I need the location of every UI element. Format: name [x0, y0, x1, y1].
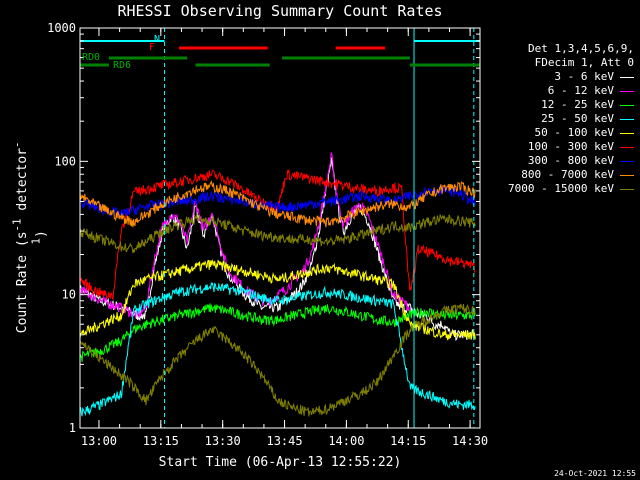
legend-label: 7000 - 15000 keV	[508, 182, 614, 195]
x-tick-label-0: 13:00	[81, 434, 117, 448]
axes-frame	[79, 27, 481, 429]
annotation-rd0: RD0	[82, 52, 101, 63]
legend: Det 1,3,4,5,6,9, FDecim 1, Att 0 3 - 6 k…	[508, 42, 634, 196]
legend-entry-8: 7000 - 15000 keV	[508, 182, 634, 196]
x-tick-label-3: 13:45	[266, 434, 302, 448]
legend-entry-1: 6 - 12 keV	[508, 84, 634, 98]
legend-entry-6: 300 - 800 keV	[508, 154, 634, 168]
timestamp: 24-Oct-2021 12:55	[554, 469, 636, 478]
y-axis-label: Count Rate (s-1 detector-1)	[10, 141, 50, 334]
legend-swatch	[620, 132, 634, 134]
y-tick-label-2: 100	[54, 154, 76, 168]
legend-swatch	[620, 174, 634, 176]
legend-label: 800 - 7000 keV	[521, 168, 614, 181]
chart-title: RHESSI Observing Summary Count Rates	[117, 2, 443, 20]
legend-label: 6 - 12 keV	[547, 84, 614, 97]
legend-swatch	[620, 160, 634, 162]
legend-entry-3: 25 - 50 keV	[508, 112, 634, 126]
x-tick-label-6: 14:30	[452, 434, 488, 448]
series-line-4	[79, 258, 476, 341]
x-axis-label: Start Time (06-Apr-13 12:55:22)	[158, 455, 402, 470]
legend-swatch	[620, 104, 634, 106]
legend-swatch	[620, 188, 634, 190]
legend-label: 3 - 6 keV	[554, 70, 614, 83]
series-line-8	[79, 214, 476, 254]
series-line-3	[79, 281, 476, 417]
annotation-rd6: RD6	[113, 60, 132, 71]
legend-header-2: FDecim 1, Att 0	[534, 56, 634, 69]
annotation-f: F	[149, 42, 156, 53]
x-tick-label-1: 13:15	[143, 434, 179, 448]
legend-swatch	[620, 118, 634, 120]
legend-label: 25 - 50 keV	[541, 112, 614, 125]
legend-label: 300 - 800 keV	[527, 154, 614, 167]
legend-swatch	[620, 76, 634, 78]
legend-label: 12 - 25 keV	[541, 98, 614, 111]
x-tick-label-4: 14:00	[328, 434, 364, 448]
y-tick-label-0: 1	[69, 421, 76, 435]
legend-entry-4: 50 - 100 keV	[508, 126, 634, 140]
x-tick-label-2: 13:30	[205, 434, 241, 448]
series-line-0	[79, 157, 476, 341]
legend-swatch	[620, 90, 634, 92]
legend-label: 50 - 100 keV	[534, 126, 614, 139]
legend-swatch	[620, 146, 634, 148]
legend-header-1: Det 1,3,4,5,6,9,	[528, 42, 634, 55]
legend-entry-5: 100 - 300 keV	[508, 140, 634, 154]
legend-entry-7: 800 - 7000 keV	[508, 168, 634, 182]
y-tick-label-3: 1000	[47, 21, 76, 35]
series-line-9	[79, 303, 476, 417]
series-line-6	[79, 184, 476, 219]
annotation-n: N	[154, 34, 161, 45]
x-tick-label-5: 14:15	[390, 434, 426, 448]
series-line-7	[79, 180, 476, 228]
legend-entry-0: 3 - 6 keV	[508, 70, 634, 84]
legend-label: 100 - 300 keV	[527, 140, 614, 153]
legend-entry-2: 12 - 25 keV	[508, 98, 634, 112]
series-line-2	[79, 303, 476, 362]
y-tick-label-1: 10	[62, 288, 76, 302]
